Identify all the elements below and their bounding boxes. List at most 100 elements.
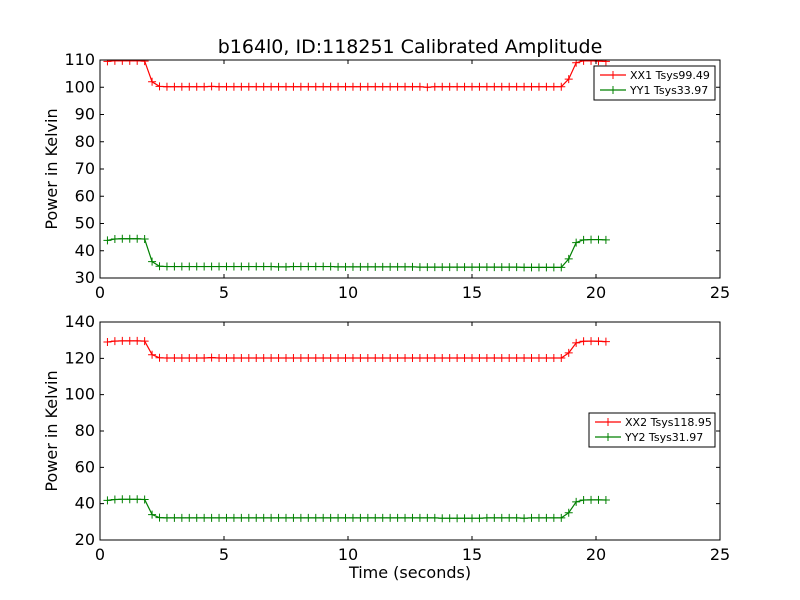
data-point-marker xyxy=(200,353,209,362)
data-point-marker xyxy=(222,82,231,91)
data-point-marker xyxy=(363,262,372,271)
data-point-marker xyxy=(393,513,402,522)
data-point-marker xyxy=(267,82,276,91)
data-point-marker xyxy=(408,82,417,91)
data-point-marker xyxy=(423,83,432,92)
data-point-marker xyxy=(475,353,484,362)
data-point-marker xyxy=(401,262,410,271)
data-point-marker xyxy=(304,353,313,362)
data-point-marker xyxy=(103,496,112,505)
data-point-marker xyxy=(140,495,149,504)
legend: XX2 Tsys118.95 YY2 Tsys31.97 xyxy=(588,412,716,448)
data-point-marker xyxy=(587,235,596,244)
data-point-marker xyxy=(386,513,395,522)
data-point-marker xyxy=(356,513,365,522)
data-point-marker xyxy=(133,336,142,345)
data-point-marker xyxy=(304,82,313,91)
legend: XX1 Tsys99.49 YY1 Tsys33.97 xyxy=(593,65,716,101)
data-point-marker xyxy=(200,513,209,522)
data-point-marker xyxy=(296,82,305,91)
data-point-marker xyxy=(438,514,447,523)
data-point-marker xyxy=(259,353,268,362)
data-point-marker xyxy=(229,353,238,362)
data-point-marker xyxy=(296,513,305,522)
data-point-marker xyxy=(468,82,476,91)
x-tick-label: 20 xyxy=(586,283,606,302)
data-point-marker xyxy=(363,82,372,91)
data-point-marker xyxy=(453,82,462,91)
data-point-marker xyxy=(170,82,179,91)
data-point-marker xyxy=(334,353,343,362)
data-point-marker xyxy=(229,262,238,271)
data-point-marker xyxy=(267,353,276,362)
data-point-marker xyxy=(423,263,432,272)
data-point-marker xyxy=(237,353,246,362)
data-point-marker xyxy=(468,353,476,362)
data-point-marker xyxy=(207,82,216,91)
data-point-marker xyxy=(244,262,253,271)
data-point-marker xyxy=(289,353,298,362)
data-point-marker xyxy=(557,82,566,91)
data-point-marker xyxy=(579,337,588,346)
data-point-marker xyxy=(215,262,224,271)
data-point-marker xyxy=(572,238,581,247)
figure-title: b164l0, ID:118251 Calibrated Amplitude xyxy=(218,36,603,58)
data-point-marker xyxy=(601,235,610,244)
data-point-marker xyxy=(244,82,253,91)
data-point-marker xyxy=(534,263,543,272)
data-point-marker xyxy=(557,353,566,362)
data-point-marker xyxy=(460,353,469,362)
data-point-marker xyxy=(415,513,424,522)
data-point-marker xyxy=(319,353,328,362)
data-point-marker xyxy=(512,513,521,522)
data-point-marker xyxy=(252,262,261,271)
data-point-marker xyxy=(393,82,402,91)
data-point-marker xyxy=(170,513,179,522)
y-tick-label: 100 xyxy=(64,385,95,404)
data-point-marker xyxy=(505,353,514,362)
data-point-marker xyxy=(177,262,186,271)
data-point-marker xyxy=(185,353,194,362)
data-point-marker xyxy=(371,353,380,362)
data-point-marker xyxy=(512,353,521,362)
data-point-marker xyxy=(252,513,261,522)
data-point-marker xyxy=(118,60,127,65)
y-tick-label: 50 xyxy=(75,214,95,233)
legend-label: YY1 Tsys33.97 xyxy=(629,84,708,97)
data-point-marker xyxy=(259,262,268,271)
data-point-marker xyxy=(505,82,514,91)
data-point-marker xyxy=(348,262,357,271)
data-point-marker xyxy=(512,263,521,272)
legend-box xyxy=(588,412,716,448)
data-point-marker xyxy=(215,513,224,522)
data-point-marker xyxy=(594,337,603,346)
legend-marker-swatch xyxy=(609,86,617,94)
data-point-marker xyxy=(527,513,536,522)
data-point-marker xyxy=(386,353,395,362)
data-point-marker xyxy=(445,82,454,91)
data-point-marker xyxy=(423,353,432,362)
x-tick-label: 15 xyxy=(462,545,482,564)
data-point-marker xyxy=(572,497,581,506)
data-point-marker xyxy=(460,82,469,91)
legend-label: XX2 Tsys118.95 xyxy=(625,416,712,429)
data-point-marker xyxy=(497,353,506,362)
x-tick-label: 25 xyxy=(710,283,730,302)
data-point-marker xyxy=(386,262,395,271)
data-point-marker xyxy=(453,514,462,523)
data-point-marker xyxy=(110,337,119,346)
data-point-marker xyxy=(177,353,186,362)
x-tick-label: 10 xyxy=(338,545,358,564)
data-point-marker xyxy=(200,262,209,271)
data-point-marker xyxy=(549,353,558,362)
data-point-marker xyxy=(423,513,432,522)
series-yy2 xyxy=(103,495,610,523)
data-point-marker xyxy=(601,496,610,505)
data-point-marker xyxy=(326,262,335,271)
data-point-marker xyxy=(371,82,380,91)
data-point-marker xyxy=(155,513,164,522)
data-point-marker xyxy=(497,82,506,91)
data-point-marker xyxy=(252,82,261,91)
data-point-marker xyxy=(162,82,171,91)
series-xx1 xyxy=(103,60,610,92)
